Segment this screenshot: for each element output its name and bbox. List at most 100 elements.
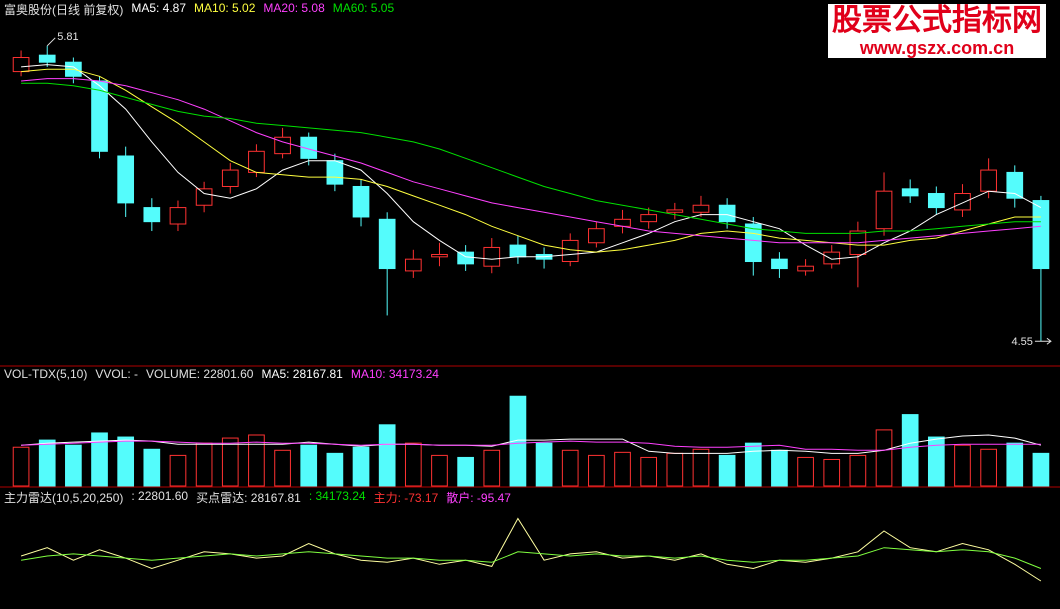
header-label: 买点雷达: 28167.81 [196,491,301,505]
candle-body [326,160,344,185]
indicator-line [21,434,1042,454]
volume-bar [117,436,135,487]
indicator-header: 主力雷达(10,5,20,250) : 22801.60 买点雷达: 28167.8… [4,489,511,506]
legend-entry: 散户: -95.47 [446,491,511,505]
volume-bar [248,434,265,487]
volume-bar [378,424,396,487]
volume-bar [797,456,814,487]
volume-bar [404,442,422,487]
volume-bar [692,448,710,487]
candle-body [927,193,945,209]
indicator-line [21,78,1041,244]
volume-bar [849,454,867,487]
candle-body [300,136,318,159]
volume-bar [431,454,448,487]
candle-body [274,136,291,155]
min-pointer [1034,337,1052,345]
candle-body [378,218,396,270]
indicator-line [21,82,1041,234]
volume-bar [300,444,318,487]
legend-entry: MA60: 5.05 [332,1,395,15]
volume-bar [509,395,527,487]
panel-title: VOL-TDX(5,10) [4,367,88,381]
volume-bar [352,446,370,487]
volume-bar [588,454,605,487]
volume-bar [274,449,291,487]
volume-bar [326,452,344,487]
panel-title: 富奥股份(日线 前复权) [4,3,124,17]
header-label: VVOL: - [95,367,139,381]
candle-body [38,54,56,63]
price-header: 富奥股份(日线 前复权) MA5: 4.87 MA10: 5.02 MA20: 5.0… [4,1,394,18]
candle-body [221,169,239,187]
volume-bar [1006,442,1024,487]
volume-bar [38,439,56,487]
candle-body [195,188,213,206]
volume-bar [875,429,893,487]
indicator-line [21,64,1042,260]
volume-bar [535,442,553,487]
legend-entry: MA20: 5.08 [263,1,325,15]
candle-body [954,193,971,211]
header-label: VOLUME: 22801.60 [146,367,254,381]
candle-body [692,204,710,213]
volume-bar [823,458,841,487]
max-label: 5.81 [57,31,78,43]
candle-body [12,57,30,73]
candle-body [248,150,265,173]
volume-bar [457,456,474,487]
min-label: 4.55 [1012,336,1033,348]
panel-title: 主力雷达(10,5,20,250) [4,491,124,505]
candle-body [404,258,422,272]
volume-bar [12,446,30,487]
legend-entry: MA5: 4.87 [131,1,187,15]
volume-bar [927,436,945,487]
volume-header: VOL-TDX(5,10) VVOL: - VOLUME: 22801.60 MA5:… [4,367,439,381]
volume-bar [614,451,631,487]
volume-bar [195,442,213,487]
volume-bar [744,442,762,487]
candle-body [718,204,736,223]
candle-body [771,258,788,270]
candle-body [588,228,605,244]
volume-bar [640,456,658,487]
legend-entry: MA5: 28167.81 [261,367,343,381]
candle-body [352,185,370,218]
volume-bar [954,444,971,487]
candle-body [431,253,448,258]
candle-body [483,246,501,267]
candle-body [980,169,997,192]
watermark-url: www.gszx.com.cn [859,38,1015,58]
volume-bar [666,452,684,487]
candle-body [823,251,841,265]
volume-bar [718,454,736,487]
legend-entry: 主力: -73.17 [373,491,439,505]
header-label: : 34173.24 [308,489,366,503]
candle-body [117,155,135,204]
watermark: 股票公式指标网 www.gszx.com.cn [828,4,1046,58]
volume-bar [561,449,579,487]
candle-body [509,244,527,258]
candle-body [901,188,919,197]
volume-bar [221,437,239,487]
indicator-line [20,517,1042,582]
candle-body [1032,200,1050,270]
watermark-title: 股票公式指标网 [832,4,1042,37]
volume-bar [901,414,919,487]
volume-bar [1032,452,1050,487]
candle-body [561,239,579,263]
volume-bar [143,448,161,487]
header-label: : 22801.60 [131,489,189,503]
volume-bar [771,449,788,487]
max-pointer [46,37,56,47]
volume-bar [980,448,997,487]
candle-body [875,190,893,230]
volume-bar [91,432,108,487]
candle-body [169,207,187,225]
legend-entry: MA10: 5.02 [194,1,256,15]
volume-bar [65,444,82,487]
indicator-line [21,547,1042,569]
indicator-line [21,440,1041,451]
